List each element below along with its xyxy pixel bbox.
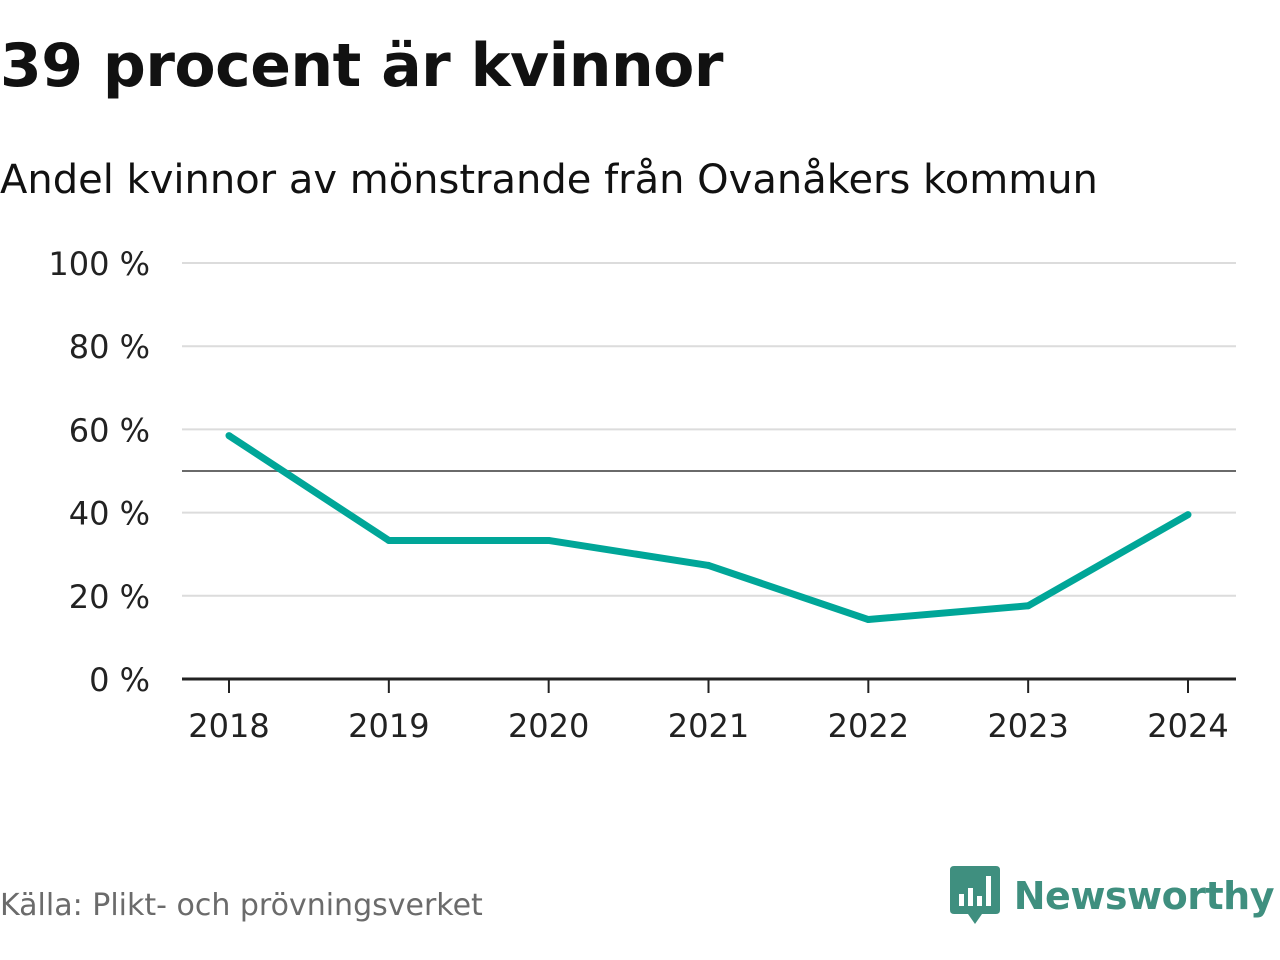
x-tick-label: 2022 <box>828 707 909 745</box>
data-point <box>1024 602 1032 610</box>
y-tick-label: 80 % <box>69 328 150 366</box>
y-tick-label: 20 % <box>69 578 150 616</box>
series-group <box>225 432 1192 624</box>
data-point <box>864 616 872 624</box>
data-point <box>225 432 233 440</box>
x-tick-label: 2020 <box>508 707 589 745</box>
x-tick-label: 2021 <box>668 707 749 745</box>
data-point <box>1184 511 1192 519</box>
y-tick-label: 0 % <box>89 661 150 699</box>
gridlines <box>182 262 1236 597</box>
brand-logo: Newsworthy <box>949 866 1275 926</box>
source-note: Källa: Plikt- och prövningsverket <box>0 888 483 923</box>
x-tick-label: 2024 <box>1147 707 1228 745</box>
chart-title: 39 procent är kvinnor <box>0 31 723 101</box>
chart-speech-bubble-icon <box>949 866 1000 924</box>
y-tick-label: 100 % <box>48 245 150 283</box>
series-line <box>227 432 1190 624</box>
x-tick-label: 2019 <box>348 707 429 745</box>
line-chart: 0 % 20 % 40 % 60 % 80 % 100 % 2018 2019 2020 2021… <box>48 245 1236 745</box>
chart-subtitle: Andel kvinnor av mönstrande från Ovanåke… <box>0 157 1098 203</box>
data-point <box>705 561 712 569</box>
data-point <box>385 536 393 544</box>
axes: 0 % 20 % 40 % 60 % 80 % 100 % 2018 2019 2020 2021… <box>48 245 1236 745</box>
x-tick-label: 2023 <box>987 707 1068 745</box>
brand-name: Newsworthy <box>1013 874 1275 918</box>
y-tick-label: 40 % <box>69 495 150 533</box>
data-point <box>545 536 553 544</box>
y-tick-label: 60 % <box>69 411 150 449</box>
x-tick-label: 2018 <box>188 707 269 745</box>
